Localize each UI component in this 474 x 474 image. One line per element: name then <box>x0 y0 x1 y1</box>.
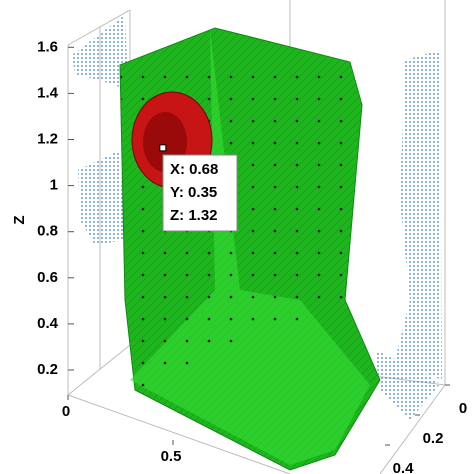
y-tick-label: 0.4 <box>393 460 415 474</box>
datatip-box <box>162 154 238 232</box>
projection <box>72 15 128 90</box>
z-tick-label: 1 <box>50 177 58 194</box>
datatip-marker <box>159 144 167 152</box>
z-axis-label: Z <box>11 215 28 224</box>
x-tick-label: 0.5 <box>161 448 182 465</box>
y-tick-label: 0 <box>459 400 467 417</box>
z-tick-label: 0.4 <box>37 315 59 332</box>
x-tick-label: 0 <box>62 403 70 420</box>
datatip-text: Y: 0.35 <box>170 184 217 201</box>
z-tick-label: 1.4 <box>37 84 59 101</box>
z-tick-label: 0.2 <box>37 361 58 378</box>
z-tick-label: 1.2 <box>37 130 58 147</box>
projection <box>395 50 442 380</box>
projection <box>78 150 125 245</box>
datatip-text: X: 0.68 <box>170 161 218 178</box>
projection <box>375 350 440 420</box>
datatip-text: Z: 1.32 <box>170 207 218 224</box>
z-tick-label: 1.6 <box>37 38 58 55</box>
y-tick-label: 0.2 <box>423 430 444 447</box>
z-tick-label: 0.6 <box>37 269 58 286</box>
z-tick-label: 0.8 <box>37 223 58 240</box>
